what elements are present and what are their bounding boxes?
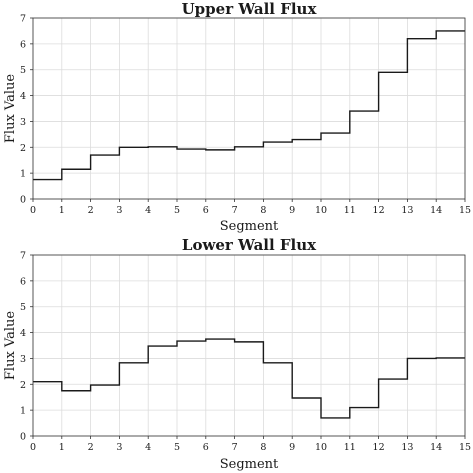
y-tick-label: 0 — [20, 432, 26, 443]
x-tick-label: 15 — [459, 205, 471, 216]
x-axis-label: Segment — [220, 457, 279, 472]
x-tick-label: 2 — [88, 442, 94, 453]
y-tick-label: 2 — [20, 380, 26, 391]
x-tick-label: 11 — [344, 205, 356, 216]
x-tick-label: 8 — [260, 442, 266, 453]
x-tick-label: 13 — [401, 205, 413, 216]
flux-step-line — [33, 30, 465, 181]
x-tick-label: 11 — [344, 442, 356, 453]
y-tick-label: 6 — [20, 39, 26, 50]
x-tick-label: 0 — [30, 205, 36, 216]
flux-step-line — [33, 338, 465, 419]
x-tick-label: 2 — [88, 205, 94, 216]
x-tick-label: 7 — [232, 205, 238, 216]
x-tick-label: 10 — [315, 205, 327, 216]
x-tick-label: 9 — [289, 442, 295, 453]
x-tick-label: 1 — [59, 442, 65, 453]
y-tick-label: 4 — [20, 91, 26, 102]
y-tick-label: 2 — [20, 143, 26, 154]
y-tick-label: 7 — [20, 251, 26, 262]
plot-frame — [32, 17, 466, 200]
x-tick-label: 14 — [430, 205, 442, 216]
y-axis-label: Flux Value — [3, 74, 18, 143]
x-tick-label: 9 — [289, 205, 295, 216]
y-tick-label: 1 — [20, 169, 26, 180]
y-tick-label: 4 — [20, 328, 26, 339]
x-tick-label: 1 — [59, 205, 65, 216]
y-tick-label: 0 — [20, 195, 26, 206]
x-tick-label: 14 — [430, 442, 442, 453]
x-tick-label: 15 — [459, 442, 471, 453]
x-tick-label: 5 — [174, 442, 180, 453]
x-tick-label: 4 — [145, 205, 151, 216]
x-tick-label: 12 — [373, 442, 385, 453]
plot-frame — [32, 254, 466, 437]
chart-title: Upper Wall Flux — [182, 0, 318, 18]
x-tick-label: 0 — [30, 442, 36, 453]
x-tick-label: 6 — [203, 442, 209, 453]
x-tick-label: 8 — [260, 205, 266, 216]
x-tick-label: 12 — [373, 205, 385, 216]
y-tick-label: 1 — [20, 406, 26, 417]
x-tick-label: 10 — [315, 442, 327, 453]
x-tick-label: 4 — [145, 442, 151, 453]
x-axis-label: Segment — [220, 219, 279, 234]
y-tick-label: 5 — [20, 65, 26, 76]
y-tick-label: 3 — [20, 354, 26, 365]
y-tick-label: 5 — [20, 302, 26, 313]
y-tick-label: 7 — [20, 14, 26, 25]
x-tick-label: 3 — [116, 442, 122, 453]
y-tick-label: 6 — [20, 276, 26, 287]
x-tick-label: 3 — [116, 205, 122, 216]
y-tick-label: 3 — [20, 117, 26, 128]
x-tick-label: 7 — [232, 442, 238, 453]
x-tick-label: 13 — [401, 442, 413, 453]
x-tick-label: 6 — [203, 205, 209, 216]
x-tick-label: 5 — [174, 205, 180, 216]
y-axis-label: Flux Value — [3, 311, 18, 380]
chart-title: Lower Wall Flux — [182, 236, 317, 254]
